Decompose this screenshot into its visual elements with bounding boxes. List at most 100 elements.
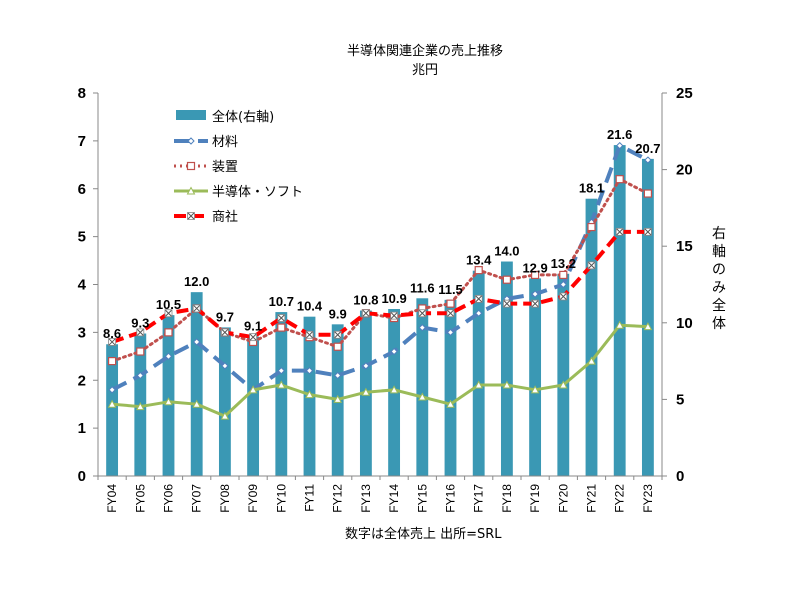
series-2-point-8 bbox=[333, 394, 343, 403]
series-0-point-4 bbox=[221, 362, 229, 370]
series-0-point-12 bbox=[446, 328, 455, 337]
xtick-label-FY12: FY12 bbox=[331, 484, 345, 513]
y2-label-char-0: 右 bbox=[712, 226, 726, 242]
xtick-label-FY19: FY19 bbox=[528, 484, 542, 513]
series-1-point-8 bbox=[333, 342, 342, 351]
series-2-point-16 bbox=[558, 380, 568, 389]
chart-subtitle: 兆円 bbox=[412, 63, 438, 78]
ytick-label-8: 8 bbox=[78, 85, 86, 102]
series-2-point-5 bbox=[248, 385, 258, 394]
legend-label-4: 商社 bbox=[212, 209, 238, 225]
series-3-point-15-b bbox=[531, 300, 539, 308]
series-1-point-19 bbox=[643, 189, 653, 198]
series-2-point-17 bbox=[587, 356, 596, 365]
y-ticks-right: 0 5 10 15 20 25 bbox=[662, 85, 693, 485]
bar-FY06 bbox=[162, 315, 175, 476]
bar-FY19 bbox=[529, 278, 542, 476]
series-1-point-6 bbox=[277, 323, 286, 332]
series-1-point-16 bbox=[559, 270, 568, 280]
series-2-point-12 bbox=[446, 399, 455, 408]
ytick-label-3: 3 bbox=[78, 324, 86, 341]
data-label-FY12: 9.9 bbox=[329, 306, 347, 321]
bar-FY15 bbox=[416, 298, 429, 476]
series-0-point-2 bbox=[164, 352, 173, 361]
ytick-label-6: 6 bbox=[78, 181, 86, 198]
y2-label-char-4: 全 bbox=[712, 297, 726, 314]
ytick-label-5: 5 bbox=[78, 229, 86, 246]
series-0-point-13 bbox=[474, 309, 483, 317]
bar-FY04 bbox=[106, 344, 119, 476]
data-labels-layer: 8.6 9.3 10.512.0 9.7 9.1 10.7 10.4 9.9 10.8 10.9 1… bbox=[103, 127, 660, 341]
bar-FY20 bbox=[557, 273, 570, 476]
ytick-label-1: 1 bbox=[78, 420, 86, 437]
legend-swatch-0 bbox=[176, 110, 206, 120]
data-label-FY06: 10.5 bbox=[156, 297, 181, 312]
bar-FY10 bbox=[275, 312, 288, 476]
series-1-point-1 bbox=[136, 347, 145, 356]
legend-marker-2 bbox=[186, 161, 196, 171]
xtick-label-FY05: FY05 bbox=[133, 484, 147, 513]
series-0-point-11 bbox=[418, 323, 427, 332]
source-note: 数字は全体売上 出所=SRL bbox=[345, 526, 502, 542]
xtick-label-FY15: FY15 bbox=[415, 484, 429, 513]
xtick-label-FY23: FY23 bbox=[641, 484, 655, 513]
series-3-point-19-b bbox=[644, 228, 652, 236]
series-0-point-3 bbox=[192, 338, 201, 346]
series-3-point-9-b bbox=[362, 309, 370, 317]
data-label-FY18: 14.0 bbox=[494, 244, 519, 259]
data-label-FY19: 12.9 bbox=[522, 260, 547, 275]
series-3-point-8-b bbox=[334, 331, 342, 339]
series-0-point-10 bbox=[390, 347, 398, 356]
y2-label-char-1: 軸 bbox=[712, 244, 726, 260]
series-0-point-16 bbox=[559, 280, 568, 289]
series-3-point-13-b bbox=[475, 295, 483, 303]
series-0-point-9 bbox=[362, 362, 370, 370]
data-label-FY13: 10.8 bbox=[353, 293, 378, 308]
xtick-label-FY09: FY09 bbox=[246, 484, 260, 513]
series-3-point-10-b bbox=[390, 312, 398, 319]
series-2-point-0 bbox=[107, 399, 117, 408]
bar-FY22 bbox=[613, 145, 626, 476]
series-2-point-1 bbox=[135, 402, 145, 411]
series-3-point-11-b bbox=[418, 309, 426, 317]
series-line-3 bbox=[111, 229, 648, 344]
series-2-point-13 bbox=[474, 380, 484, 389]
series-2-point-18 bbox=[615, 320, 625, 329]
series-line-2 bbox=[111, 323, 648, 418]
series-2 bbox=[107, 320, 653, 420]
series-3-point-14-b bbox=[503, 300, 511, 308]
series-1-point-17 bbox=[587, 222, 596, 232]
series-3-point-7-b bbox=[306, 331, 313, 339]
y2-label-char-2: の bbox=[712, 262, 726, 278]
series-3-point-18-b bbox=[616, 228, 624, 236]
xtick-label-FY11: FY11 bbox=[303, 484, 317, 512]
y2tick-label-2: 10 bbox=[676, 315, 693, 332]
data-label-FY23: 20.7 bbox=[635, 141, 660, 156]
series-3-point-0-b bbox=[108, 338, 116, 346]
series-3-point-2-b bbox=[165, 309, 172, 317]
data-label-FY04: 8.6 bbox=[103, 326, 121, 341]
series-2-point-14 bbox=[502, 380, 512, 389]
xtick-label-FY04: FY04 bbox=[105, 484, 119, 513]
series-2-point-4 bbox=[220, 411, 230, 420]
bar-FY09 bbox=[247, 336, 260, 476]
bar-FY21 bbox=[585, 198, 598, 476]
legend-label-2: 装置 bbox=[212, 160, 238, 175]
xtick-label-FY18: FY18 bbox=[500, 484, 514, 513]
y2-label-char-5: 体 bbox=[712, 316, 726, 332]
series-1-point-13 bbox=[474, 266, 483, 275]
xtick-label-FY07: FY07 bbox=[190, 484, 204, 513]
series-2-point-19 bbox=[643, 322, 653, 331]
bar-FY16 bbox=[444, 299, 457, 476]
y2tick-label-5: 25 bbox=[676, 85, 693, 102]
series-3-point-17-b bbox=[588, 261, 595, 269]
bar-FY07 bbox=[190, 292, 203, 476]
series-3-point-12-b bbox=[447, 309, 454, 317]
series-3-point-1-b bbox=[136, 329, 144, 336]
series-1-point-0 bbox=[107, 357, 117, 366]
series-3-point-5-b bbox=[249, 333, 257, 341]
xtick-label-FY21: FY21 bbox=[585, 484, 599, 513]
